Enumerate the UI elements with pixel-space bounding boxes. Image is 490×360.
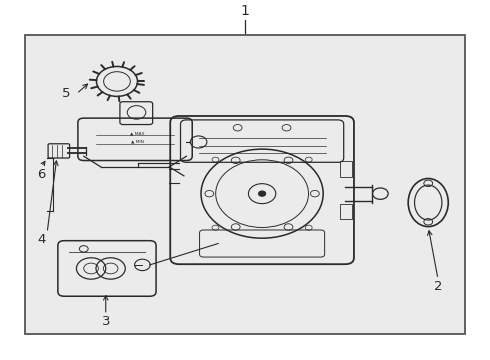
Text: 1: 1: [241, 4, 249, 18]
Text: 2: 2: [434, 280, 442, 293]
Text: ▲ MAX: ▲ MAX: [130, 131, 145, 135]
Text: ▲ MIN: ▲ MIN: [131, 140, 144, 144]
Text: 3: 3: [101, 315, 110, 328]
Text: 4: 4: [37, 234, 46, 247]
Circle shape: [259, 191, 266, 196]
Bar: [340, 161, 352, 176]
Bar: [25, 35, 465, 334]
Bar: [340, 204, 352, 219]
Text: 5: 5: [62, 87, 71, 100]
Text: 6: 6: [37, 167, 46, 181]
